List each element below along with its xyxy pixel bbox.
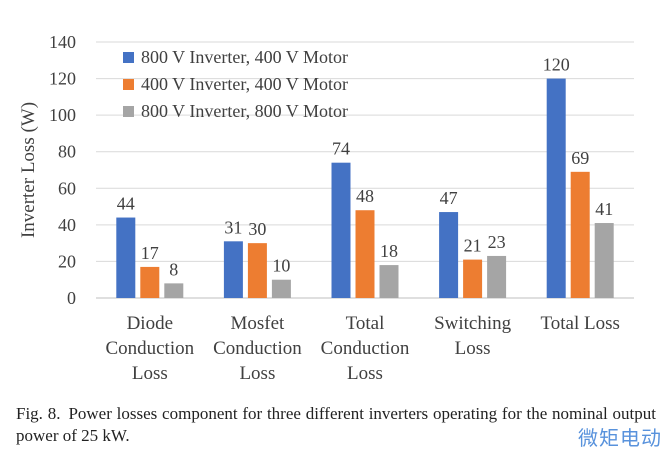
x-tick-label: Loss (239, 363, 275, 384)
legend-label: 800 V Inverter, 400 V Motor (141, 47, 348, 67)
legend-label: 800 V Inverter, 800 V Motor (141, 101, 348, 121)
x-tick-label: Conduction (105, 338, 194, 359)
y-tick-label: 60 (58, 178, 76, 198)
bar (247, 243, 267, 298)
data-label: 17 (141, 243, 159, 263)
x-tick-label: Diode (127, 313, 173, 334)
bar (570, 171, 590, 298)
data-label: 31 (224, 217, 242, 237)
y-tick-label: 100 (49, 105, 76, 125)
y-tick-label: 80 (58, 142, 76, 162)
x-tick-label: Total Loss (540, 313, 619, 334)
bar (439, 212, 459, 298)
bar (379, 265, 399, 298)
data-label: 23 (488, 232, 506, 252)
y-axis-label: Inverter Loss (W) (18, 102, 39, 238)
bar (355, 210, 375, 298)
data-label: 44 (117, 194, 135, 214)
legend-label: 400 V Inverter, 400 V Motor (141, 74, 348, 94)
watermark-logo: 微矩电动 (578, 426, 662, 450)
legend-swatch (123, 79, 134, 90)
data-label: 120 (543, 55, 570, 75)
y-tick-label: 20 (58, 251, 76, 271)
x-tick-label: Loss (132, 363, 168, 384)
figure-label: Fig. 8. (16, 404, 61, 423)
bar (223, 241, 243, 298)
bar (594, 223, 614, 298)
y-tick-label: 120 (49, 69, 76, 89)
data-label: 48 (356, 186, 374, 206)
data-label: 30 (248, 219, 266, 239)
bar (487, 255, 507, 298)
bar (271, 279, 291, 298)
data-label: 69 (571, 148, 589, 168)
bar (116, 217, 136, 298)
bar (546, 78, 566, 298)
bar (140, 266, 160, 298)
x-tick-label: Loss (347, 363, 383, 384)
figure-caption: Fig. 8. Power losses component for three … (16, 403, 656, 447)
x-tick-label: Switching (434, 313, 512, 334)
data-label: 74 (332, 139, 350, 159)
x-tick-label: Conduction (321, 338, 410, 359)
legend-swatch (123, 106, 134, 117)
x-tick-label: Loss (455, 338, 491, 359)
data-label: 10 (272, 256, 290, 276)
caption-text: Power losses component for three differe… (16, 404, 656, 445)
data-label: 41 (595, 199, 613, 219)
bar-chart: 0 20 40 60 80 100 120 140 Inverter Loss (W) 44 17 8… (18, 32, 634, 384)
y-tick-label: 140 (49, 32, 76, 52)
data-label: 21 (464, 236, 482, 256)
data-label: 8 (169, 259, 178, 279)
y-tick-label: 40 (58, 215, 76, 235)
bar (463, 259, 483, 298)
bar (164, 283, 184, 298)
data-label: 47 (440, 188, 458, 208)
bar (331, 162, 351, 298)
x-tick-label: Conduction (213, 338, 302, 359)
data-label: 18 (380, 241, 398, 261)
legend-swatch (123, 52, 134, 63)
x-tick-label: Mosfet (230, 313, 285, 334)
y-tick-label: 0 (67, 288, 76, 308)
x-tick-label: Total (346, 313, 385, 334)
